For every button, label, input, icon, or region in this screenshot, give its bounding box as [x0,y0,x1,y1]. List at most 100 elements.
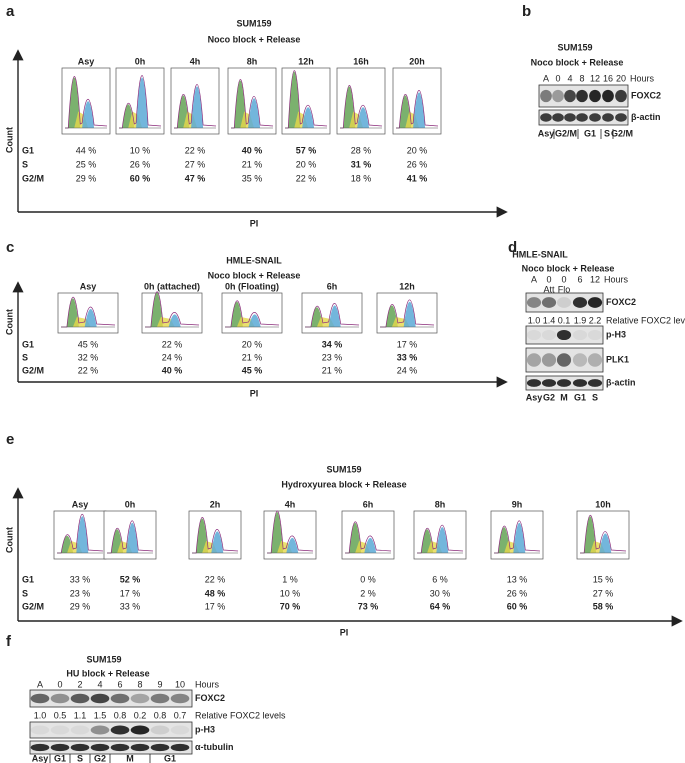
phase-label: S [77,753,83,763]
percentage: 21 % [322,365,343,375]
phase-label: G2 [94,753,106,763]
blot-band [552,113,564,122]
panel-title: SUM159 [557,42,592,52]
g2m-peak [286,537,299,553]
percentage: 27 % [185,159,206,169]
percentage: 10 % [280,588,301,598]
lane-label: 12 [590,274,600,284]
column-label: 20h [409,56,425,66]
column-label: Asy [78,56,95,66]
percentage: 45 % [242,365,263,375]
row-label: G1 [22,145,34,155]
lane-label: A [531,274,537,284]
panel-subtitle: Noco block + Release [208,34,301,44]
phase-label: Asy [32,753,49,763]
percentage: 22 % [78,365,99,375]
column-label: 10h [595,499,611,509]
column-label: 12h [399,281,415,291]
blot-band [540,89,552,103]
column-label: 16h [353,56,369,66]
g2m-peak [84,309,97,327]
panel-letter: a [6,3,15,20]
percentage: 33 % [397,352,418,362]
histogram-line [225,300,280,328]
histogram-line [340,85,383,129]
relative-level: 0.8 [114,710,127,720]
blot-band [130,693,150,704]
percentage: 0 % [360,574,376,584]
blot-band [541,329,557,341]
percentage: 21 % [242,352,263,362]
percentage: 2 % [360,588,376,598]
blot-band [615,89,627,103]
row-label: G1 [22,339,34,349]
histogram-line [345,521,392,554]
percentage: 47 % [185,173,206,183]
blot-band [526,329,542,341]
blot-band [576,113,588,122]
g2m-peak [82,101,95,128]
blot-frame [525,292,604,313]
blot-label: p-H3 [195,724,215,734]
blot-band [589,113,601,122]
blot-band [30,725,50,735]
percentage: 44 % [76,145,97,155]
panel-letter: b [522,3,531,20]
blot-band [150,743,170,752]
relative-level: 2.2 [589,315,602,325]
relative-level: 1.5 [94,710,107,720]
percentage: 21 % [242,159,263,169]
blot-band [150,725,170,735]
percentage: 17 % [120,588,141,598]
histogram-line [580,514,627,554]
percentage: 45 % [78,339,99,349]
blot-band [70,725,90,735]
phase-label: Asy [526,392,543,402]
percentage: 40 % [162,365,183,375]
g2m-peak [211,531,224,553]
y-axis-label: Count [4,127,14,153]
lane-label: A [37,679,43,689]
blot-band [170,725,190,735]
histogram-line [267,510,314,554]
percentage: 1 % [282,574,298,584]
x-axis-label: PI [250,388,259,398]
column-label: 4h [190,56,201,66]
relative-level: 0.8 [154,710,167,720]
lane-label: 6 [577,274,582,284]
percentage: 31 % [351,159,372,169]
panel-subtitle: HU block + Release [66,668,149,678]
percentage: 27 % [593,588,614,598]
percentage: 10 % [130,145,151,155]
x-axis-label: PI [250,218,259,228]
percentage: 64 % [430,601,451,611]
percentage: 33 % [70,574,91,584]
histogram-line [231,79,274,129]
lane-unit: Hours [195,679,220,689]
percentage: 28 % [351,145,372,155]
percentage: 6 % [432,574,448,584]
blot-label: FOXC2 [195,693,225,703]
row-label: S [22,159,28,169]
column-label: 9h [512,499,523,509]
blot-label: β-actin [606,377,636,387]
lane-note: Flo [558,284,571,294]
column-label: 0h [125,499,136,509]
column-label: 8h [247,56,258,66]
blot-band [556,353,572,367]
row-label: G2/M [22,601,44,611]
phase-label: G1 [574,392,586,402]
lane-label: 8 [579,73,584,83]
percentage: 18 % [351,173,372,183]
panel-title: HMLE-SNAIL [226,255,282,265]
percentage: 29 % [70,601,91,611]
blot-band [572,353,588,367]
relative-level: 1.1 [74,710,87,720]
percentage: 13 % [507,574,528,584]
lane-label: 9 [157,679,162,689]
blot-band [170,693,190,704]
relative-level: 1.9 [574,315,587,325]
percentage: 34 % [322,339,343,349]
blot-band [587,379,603,387]
blot-band [30,693,50,704]
